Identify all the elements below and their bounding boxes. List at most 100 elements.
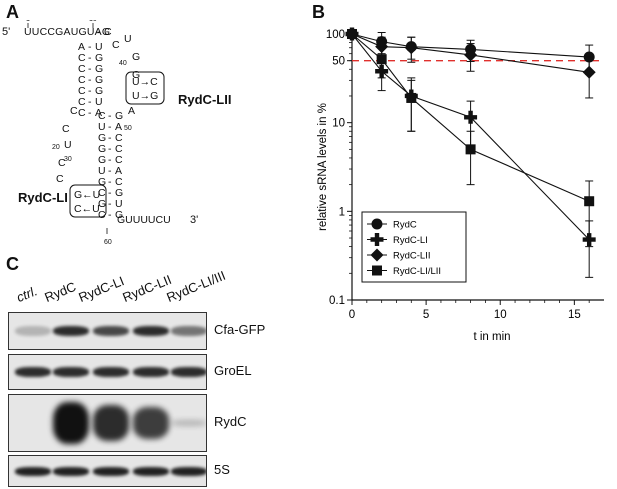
pos-60-label: 60 xyxy=(104,239,112,246)
legend-label-rydc: RydC xyxy=(393,220,417,231)
li-mutation-2: C←U xyxy=(74,203,100,215)
stem1-right-nt: G xyxy=(95,63,103,75)
linker-nt-4: C xyxy=(58,157,66,169)
legend-marker-rydc-li xyxy=(370,233,384,246)
stem2-right-nt: C xyxy=(115,154,123,166)
loop-nt-2: U xyxy=(124,33,132,45)
stem2-pair-dash: - xyxy=(108,176,112,188)
stem1-pair-dash: - xyxy=(88,41,92,53)
stem1-left-nt: C xyxy=(78,74,86,86)
decay-chart: 100 50 10 1 0.1 0 5 10 15 RydC RydC-LI RydC-LII Ryd… xyxy=(317,27,604,343)
stem2-pair-dash: - xyxy=(108,154,112,166)
panel-label-a: A xyxy=(6,2,19,22)
tail-sequence: GUUUUCU xyxy=(117,214,171,226)
stem2-left-nt: U xyxy=(98,121,106,133)
stem1-left-nt: C xyxy=(78,107,86,119)
top-dash: - xyxy=(97,26,101,38)
stem2-pair-dash: - xyxy=(108,165,112,177)
blot-row-groel xyxy=(8,354,207,390)
lane-label-ctrl-: ctrl. xyxy=(14,283,40,305)
linker-nt-5: C xyxy=(56,173,64,185)
blot-band xyxy=(171,420,206,426)
x-tick-label: 5 xyxy=(423,309,429,321)
lane-label-rydc: RydC xyxy=(42,278,79,305)
blot-band xyxy=(15,325,51,337)
blot-label-cfa-gfp: Cfa-GFP xyxy=(214,322,266,337)
blot-band xyxy=(171,366,206,378)
blot-label-groel: GroEL xyxy=(214,363,252,378)
panel-label-c: C xyxy=(6,254,19,274)
point-rydc-li-lii xyxy=(584,196,595,207)
lii-mutation-2: U→G xyxy=(132,90,158,102)
pos-1-label: 1 xyxy=(26,20,30,23)
stem1-left-nt: C xyxy=(78,63,86,75)
blot-band xyxy=(15,366,51,378)
stem1-pair-dash: - xyxy=(88,85,92,97)
stem1-left-nt: C xyxy=(78,85,86,97)
blot-band xyxy=(93,366,129,378)
stem2-right-nt: C xyxy=(115,132,123,144)
stem2-right-nt: C xyxy=(115,143,123,155)
loop-nt-3: G xyxy=(132,51,140,63)
blot-band xyxy=(133,366,169,378)
stem1-pair-dash: - xyxy=(88,63,92,75)
panel-label-b: B xyxy=(312,2,325,22)
y-tick-label: 100 xyxy=(326,29,345,41)
legend-marker-rydc-li-lii xyxy=(372,265,382,276)
blot-band xyxy=(93,325,129,337)
stem2-left-nt: G xyxy=(98,132,106,144)
rydc-li-label: RydC-LI xyxy=(18,190,68,205)
legend-label-rydc-li: RydC-LI xyxy=(393,235,428,246)
stem2-pair-dash: - xyxy=(108,132,112,144)
y-tick-label: 0.1 xyxy=(329,295,345,307)
point-rydc-li-lii xyxy=(376,54,387,65)
x-tick-label: 0 xyxy=(349,309,355,321)
linker-nt-2: C xyxy=(62,123,70,135)
legend-label-rydc-lii: RydC-LII xyxy=(393,251,430,262)
linker-nt-3: U xyxy=(64,139,72,151)
lane-label-rydc-li: RydC-LI xyxy=(76,273,127,305)
li-mutation-1: G←U xyxy=(74,189,100,201)
stem1-right-nt: G xyxy=(95,74,103,86)
point-rydc-lii xyxy=(464,48,478,62)
x-tick-label: 15 xyxy=(568,309,581,321)
blot-band xyxy=(133,325,169,337)
blot-band xyxy=(93,466,129,476)
stem2-pair-dash: - xyxy=(108,198,112,210)
y-tick-label: 10 xyxy=(332,118,345,130)
stem1-left-nt: C xyxy=(78,96,86,108)
y-tick-label: 1 xyxy=(339,206,345,218)
y-tick-label: 50 xyxy=(332,56,345,68)
legend-marker-rydc-lii xyxy=(370,248,384,262)
blot-row-5s xyxy=(8,455,207,487)
blot-band xyxy=(133,407,169,439)
stem2-left-nt: G xyxy=(98,198,106,210)
x-axis-label: t in min xyxy=(473,331,510,343)
pos-40-label: 40 xyxy=(119,60,127,67)
lane-label-rydc-li-iii: RydC-LI/III xyxy=(164,267,228,305)
loop-nt-5: A xyxy=(128,105,135,117)
pos-10-label: 10 xyxy=(89,20,97,23)
point-rydc-li-lii xyxy=(406,92,417,103)
point-rydc-li-lii xyxy=(347,29,357,39)
legend-marker-rydc xyxy=(371,218,383,230)
stem1-pair-dash: - xyxy=(88,52,92,64)
stem2-left-nt: C xyxy=(98,209,106,221)
stem2-right-nt: A xyxy=(115,165,122,177)
stem1-pair-dash: - xyxy=(88,74,92,86)
stem1-right-nt: G xyxy=(95,85,103,97)
blot-band xyxy=(171,325,206,337)
stem2-right-nt: G xyxy=(115,187,123,199)
pos-50-label: 50 xyxy=(124,125,132,132)
stem1-left-nt: A xyxy=(78,41,85,53)
blot-band xyxy=(15,466,51,476)
point-rydc-li xyxy=(464,110,478,124)
stem2-pair-dash: - xyxy=(108,143,112,155)
three-prime-label: 3' xyxy=(190,214,198,226)
point-rydc-li-lii xyxy=(465,144,476,155)
x-tick-label: 10 xyxy=(494,309,507,321)
legend-label-rydc-li-lii: RydC-LI/LII xyxy=(393,266,441,277)
loop-nt-1: C xyxy=(112,39,120,51)
rydc-lii-label: RydC-LII xyxy=(178,92,231,107)
stem2-right-nt: U xyxy=(115,198,123,210)
